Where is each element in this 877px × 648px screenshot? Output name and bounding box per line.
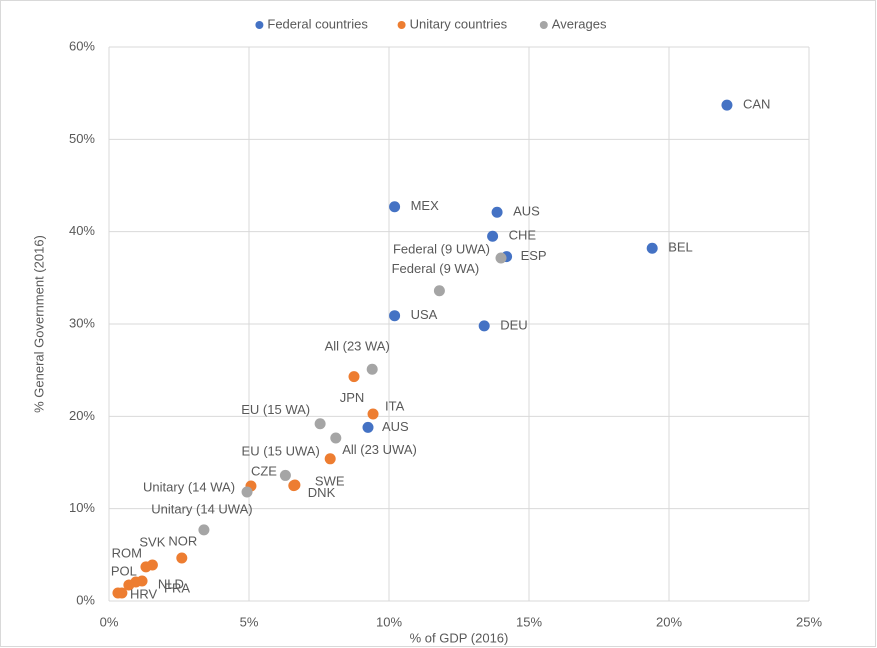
point-label: All (23 WA) [325, 339, 390, 354]
legend-marker [255, 21, 264, 29]
x-tick-label: 20% [656, 614, 682, 629]
point [241, 486, 253, 498]
point-label: Unitary (14 UWA) [151, 501, 252, 516]
point-label: DNK [308, 485, 336, 500]
y-tick-label: 60% [69, 38, 95, 53]
point-label: MEX [411, 198, 440, 213]
point [362, 421, 374, 433]
legend-label: Averages [552, 16, 607, 31]
point [487, 230, 499, 242]
point [123, 579, 135, 591]
y-tick-label: 40% [69, 223, 95, 238]
point-label: AUS [382, 419, 409, 434]
point-label: EU (15 UWA) [242, 443, 320, 458]
point-label: ITA [385, 398, 405, 413]
y-tick-label: 20% [69, 408, 95, 423]
point-label: DEU [500, 317, 527, 332]
x-tick-label: 25% [796, 614, 822, 629]
point [176, 552, 188, 564]
point-label: NOR [168, 533, 197, 548]
x-tick-label: 10% [376, 614, 402, 629]
point [116, 587, 128, 599]
point [495, 252, 507, 264]
x-axis-title: % of GDP (2016) [410, 630, 509, 645]
point-label: ESP [521, 248, 547, 263]
y-tick-label: 50% [69, 131, 95, 146]
y-tick-label: 10% [69, 500, 95, 515]
point-label: EU (15 WA) [241, 402, 310, 417]
point [279, 469, 291, 481]
legend-marker [539, 21, 548, 29]
point-label: All (23 UWA) [342, 442, 417, 457]
point-label: ROM [112, 545, 142, 560]
y-axis-title: % General Government (2016) [31, 235, 46, 413]
point [478, 320, 490, 332]
point-label: JPN [340, 390, 365, 405]
point [646, 242, 658, 254]
point-label: SVK [139, 534, 165, 549]
point [491, 206, 503, 218]
point-label: BEL [668, 240, 693, 255]
point-label: AUS [513, 204, 540, 219]
point [367, 408, 379, 420]
point [389, 310, 401, 322]
x-tick-label: 5% [240, 614, 259, 629]
point-label: CHE [509, 228, 537, 243]
point [330, 432, 342, 444]
point [288, 480, 300, 492]
x-tick-label: 15% [516, 614, 542, 629]
legend-label: Unitary countries [410, 16, 508, 31]
point-label: USA [411, 307, 438, 322]
point-label: Unitary (14 WA) [143, 479, 235, 494]
legend-label: Federal countries [267, 16, 368, 31]
point-label: CAN [743, 97, 770, 112]
point [366, 363, 378, 375]
point [433, 285, 445, 297]
point-label: Federal (9 UWA) [393, 241, 490, 256]
point [140, 561, 152, 573]
point-label: NLD [158, 576, 184, 591]
point [314, 418, 326, 430]
point-label: CZE [251, 463, 277, 478]
point [389, 201, 401, 213]
x-tick-label: 0% [100, 614, 119, 629]
point-label: POL [111, 563, 137, 578]
point-label: Federal (9 WA) [392, 261, 480, 276]
point-label: FRA [164, 580, 190, 595]
point-label: HRV [130, 586, 158, 601]
y-tick-label: 0% [76, 592, 95, 607]
point-label: SWE [315, 473, 345, 488]
point [198, 524, 210, 536]
point [721, 99, 733, 111]
legend-marker [397, 21, 406, 29]
y-tick-label: 30% [69, 315, 95, 330]
point [348, 371, 360, 383]
point [324, 453, 336, 465]
